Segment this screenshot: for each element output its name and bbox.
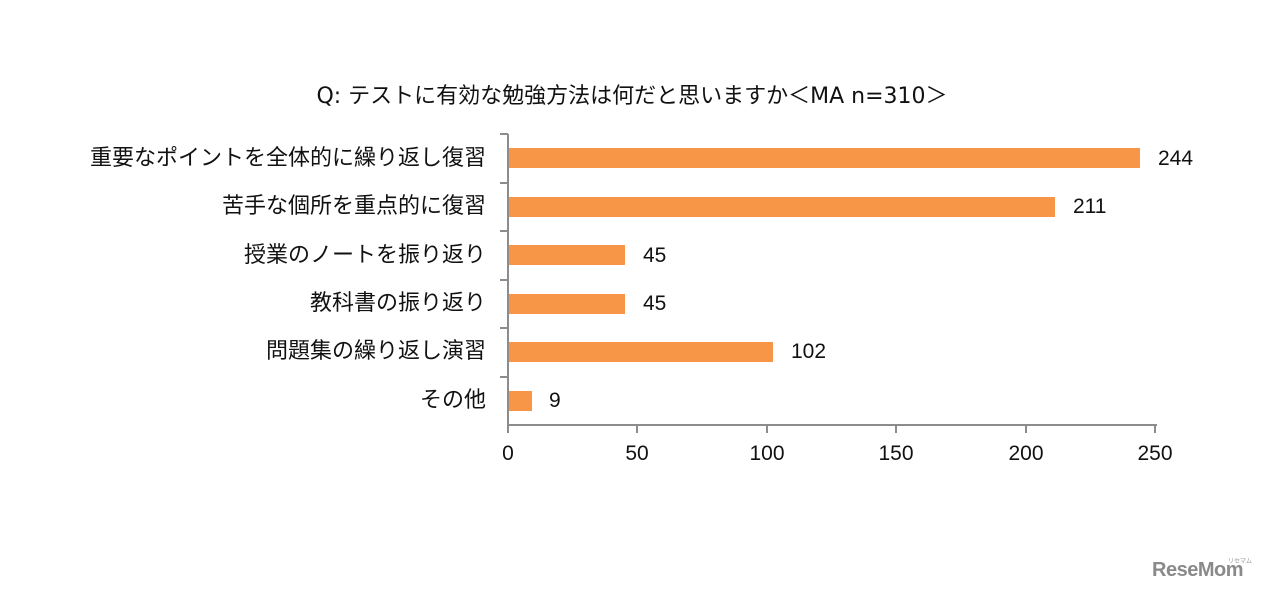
- x-tick: [1025, 424, 1027, 433]
- y-tick: [500, 230, 508, 232]
- x-tick: [1154, 424, 1156, 433]
- data-label: 244: [1158, 147, 1194, 170]
- data-label: 45: [643, 244, 667, 267]
- category-label: 苦手な個所を重点的に復習: [221, 194, 486, 219]
- y-axis-line: [507, 134, 509, 426]
- y-tick: [500, 376, 508, 378]
- resemom-logo: ReseMom: [1152, 559, 1243, 581]
- y-tick: [500, 327, 508, 329]
- x-tick: [507, 424, 509, 433]
- data-label: 102: [791, 340, 827, 363]
- resemom-logo-sub: リセマム: [1228, 558, 1253, 565]
- bar: [509, 391, 532, 411]
- y-tick: [500, 133, 508, 135]
- category-label: その他: [419, 388, 486, 413]
- x-tick: [895, 424, 897, 433]
- data-label: 211: [1073, 195, 1107, 218]
- x-tick: [636, 424, 638, 433]
- y-tick: [500, 182, 508, 184]
- category-label: 教科書の振り返り: [309, 291, 486, 316]
- y-tick: [500, 279, 508, 281]
- bar: [509, 294, 625, 314]
- x-axis-line: [507, 424, 1157, 426]
- x-tick-label: 250: [1137, 442, 1173, 465]
- x-tick-label: 0: [502, 442, 514, 465]
- x-tick: [766, 424, 768, 433]
- data-label: 9: [549, 389, 561, 412]
- x-tick-label: 150: [878, 442, 914, 465]
- category-label: 重要なポイントを全体的に繰り返し復習: [89, 146, 486, 171]
- chart-title: Q: テストに有効な勉強方法は何だと思いますか＜MA n=310＞: [316, 84, 948, 109]
- x-tick-label: 50: [625, 442, 649, 465]
- x-tick-label: 200: [1008, 442, 1044, 465]
- bar: [509, 197, 1055, 217]
- category-label: 問題集の繰り返し演習: [265, 339, 486, 364]
- bar: [509, 148, 1140, 168]
- bar: [509, 342, 773, 362]
- category-label: 授業のノートを振り返り: [243, 243, 486, 268]
- x-tick-label: 100: [749, 442, 785, 465]
- bar: [509, 245, 625, 265]
- data-label: 45: [643, 292, 667, 315]
